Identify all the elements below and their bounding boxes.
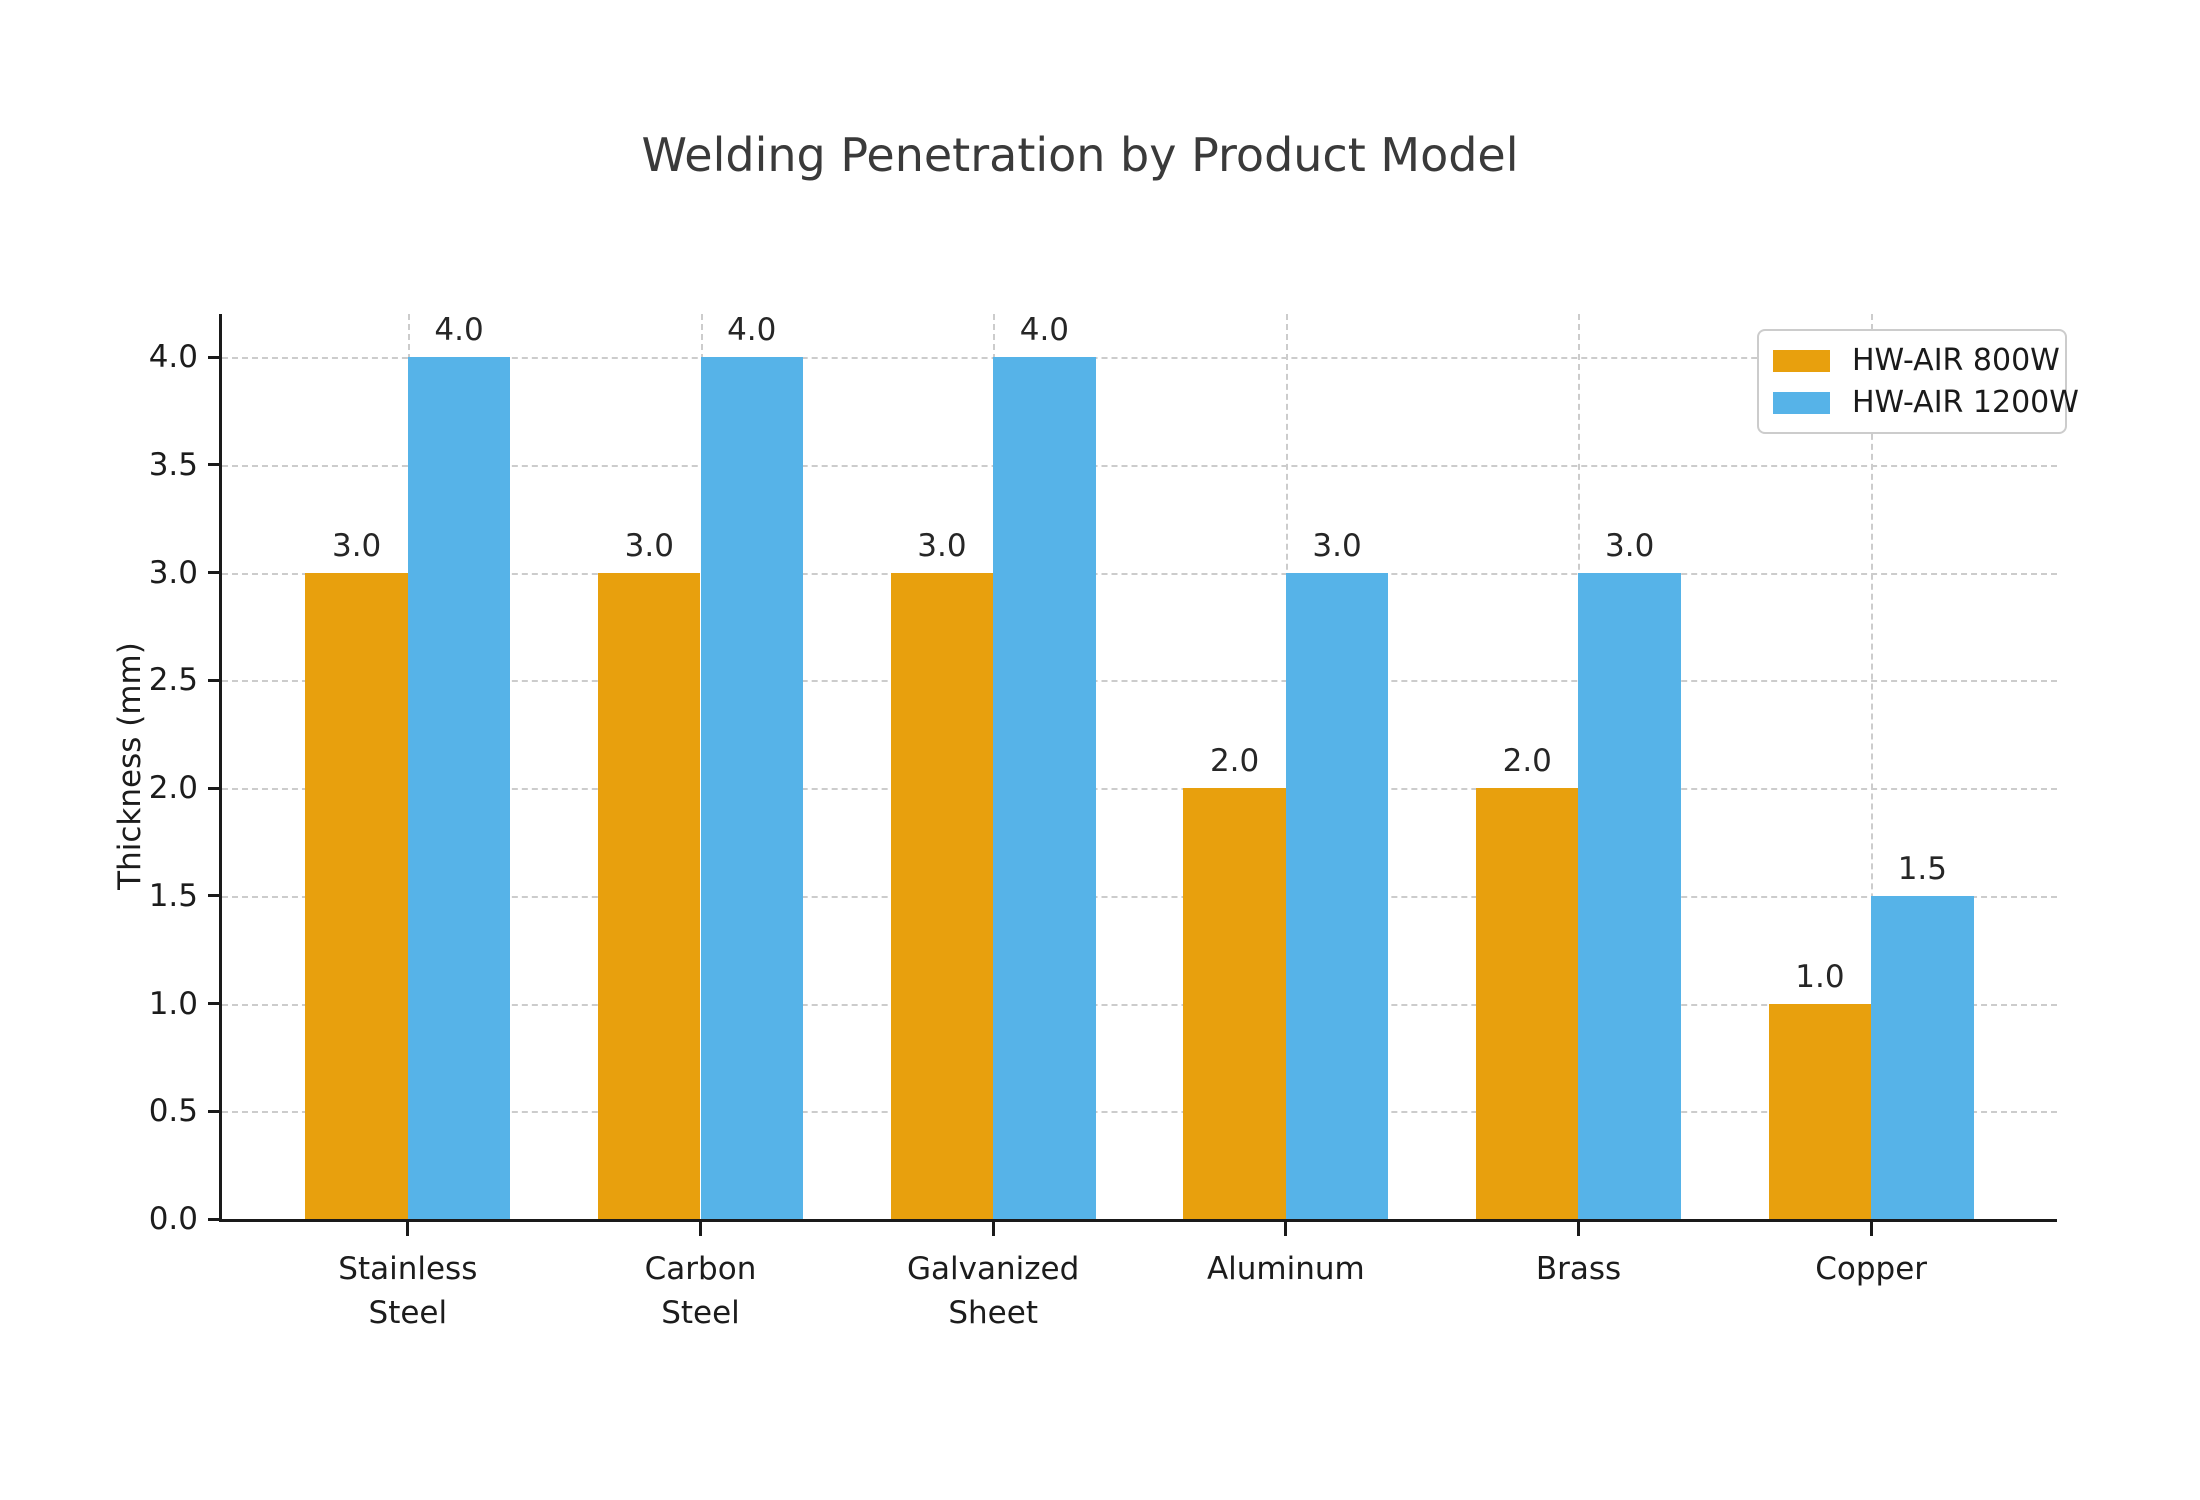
h-gridline-2.0 — [222, 788, 2057, 791]
y-tick — [208, 1109, 219, 1113]
y-tick-label: 1.5 — [148, 877, 198, 914]
h-gridline-3.5 — [222, 464, 2057, 467]
bar-value-label: 3.0 — [331, 527, 382, 564]
bar-value-label: 3.0 — [624, 527, 674, 564]
bar-value-label: 2.0 — [1209, 743, 1260, 780]
y-tick — [208, 571, 219, 575]
y-axis-label: Thickness (mm) — [112, 642, 148, 890]
y-tick-label: 0.0 — [148, 1201, 198, 1237]
x-tick — [406, 1222, 410, 1236]
y-tick — [208, 1217, 219, 1221]
x-tick-label-aluminum: Aluminum — [1206, 1251, 1365, 1287]
bar-hw-air-1200w-carbon-steel — [700, 357, 803, 1219]
h-gridline-1.0 — [222, 1003, 2057, 1006]
y-tick-label: 2.5 — [148, 662, 198, 699]
bar-value-label: 3.0 — [1312, 527, 1362, 564]
y-tick-label: 3.5 — [148, 446, 198, 483]
y-tick — [208, 1002, 219, 1006]
bar-hw-air-800w-brass — [1476, 788, 1579, 1219]
x-tick — [1869, 1222, 1873, 1236]
y-tick — [208, 786, 219, 790]
legend: HW-AIR 800W HW-AIR 1200W — [1757, 329, 2079, 434]
bar-value-label: 1.5 — [1897, 850, 1948, 887]
bar-hw-air-1200w-galvanized-sheet — [993, 357, 1096, 1219]
x-tick — [991, 1222, 995, 1236]
plot-area: HW-AIR 800W HW-AIR 1200W 0.0 0.5 1.0 1.5 2.0… — [149, 312, 2079, 1331]
bar-value-label: 4.0 — [1019, 312, 1070, 349]
y-tick — [208, 463, 219, 467]
y-tick-label: 1.0 — [148, 985, 198, 1022]
h-gridline-2.5 — [222, 680, 2057, 683]
y-tick — [208, 355, 219, 359]
bar-value-label: 4.0 — [434, 312, 484, 349]
h-gridline-1.5 — [222, 895, 2057, 898]
bar-hw-air-800w-aluminum — [1183, 788, 1286, 1219]
x-tick-label-stainless-steel: Stainless Steel — [338, 1251, 478, 1331]
bar-hw-air-1200w-stainless-steel — [407, 357, 511, 1219]
y-axis-spine — [219, 314, 222, 1222]
bar-hw-air-1200w-copper — [1871, 895, 1974, 1219]
h-gridline-0.5 — [222, 1111, 2057, 1114]
y-tick — [208, 894, 219, 898]
y-tick — [208, 678, 219, 682]
x-tick — [1576, 1222, 1580, 1236]
legend-item-800w: HW-AIR 800W — [1773, 343, 2060, 378]
bar-hw-air-800w-carbon-steel — [598, 572, 701, 1219]
h-gridline-4.0 — [222, 357, 2057, 360]
legend-label-1200w: HW-AIR 1200W — [1852, 385, 2079, 420]
legend-label-800w: HW-AIR 800W — [1852, 343, 2060, 378]
x-tick-label-copper: Copper — [1815, 1251, 1928, 1287]
bar-value-label: 2.0 — [1502, 743, 1552, 780]
x-tick-label-brass: Brass — [1535, 1251, 1622, 1287]
legend-swatch-1200w — [1773, 391, 1830, 414]
legend-item-1200w: HW-AIR 1200W — [1773, 385, 2079, 420]
bar-hw-air-800w-stainless-steel — [305, 572, 408, 1219]
x-tick-label-carbon-steel: Carbon Steel — [644, 1251, 757, 1331]
y-tick-label: 4.0 — [148, 339, 198, 376]
bar-value-label: 3.0 — [917, 527, 967, 564]
legend-swatch-800w — [1773, 349, 1830, 372]
y-tick-label: 2.0 — [148, 770, 198, 807]
v-gridline-copper — [1871, 314, 1874, 1219]
h-gridline-3.0 — [222, 572, 2057, 575]
x-tick-label-galvanized-sheet: Galvanized Sheet — [907, 1251, 1080, 1331]
bar-value-label: 3.0 — [1605, 527, 1655, 564]
bar-hw-air-800w-copper — [1768, 1003, 1872, 1219]
bar-value-label: 4.0 — [727, 312, 777, 349]
bar-hw-air-1200w-brass — [1578, 572, 1681, 1219]
chart-title: Welding Penetration by Product Model — [641, 128, 1519, 182]
bar-hw-air-1200w-aluminum — [1285, 572, 1389, 1219]
x-axis-spine — [219, 1219, 2057, 1222]
y-tick-label: 0.5 — [148, 1093, 198, 1130]
y-tick-label: 3.0 — [148, 554, 198, 591]
bar-value-label: 1.0 — [1795, 958, 1845, 995]
x-tick — [1284, 1222, 1288, 1236]
x-tick — [699, 1222, 702, 1236]
bar-hw-air-800w-galvanized-sheet — [890, 572, 994, 1219]
